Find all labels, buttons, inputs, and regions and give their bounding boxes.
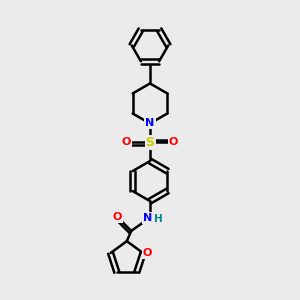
Text: O: O bbox=[169, 137, 178, 147]
Text: S: S bbox=[146, 136, 154, 149]
Text: O: O bbox=[112, 212, 122, 222]
Text: O: O bbox=[143, 248, 152, 258]
Text: O: O bbox=[122, 137, 131, 147]
Text: N: N bbox=[146, 118, 154, 128]
Text: N: N bbox=[143, 213, 152, 223]
Text: H: H bbox=[154, 214, 163, 224]
